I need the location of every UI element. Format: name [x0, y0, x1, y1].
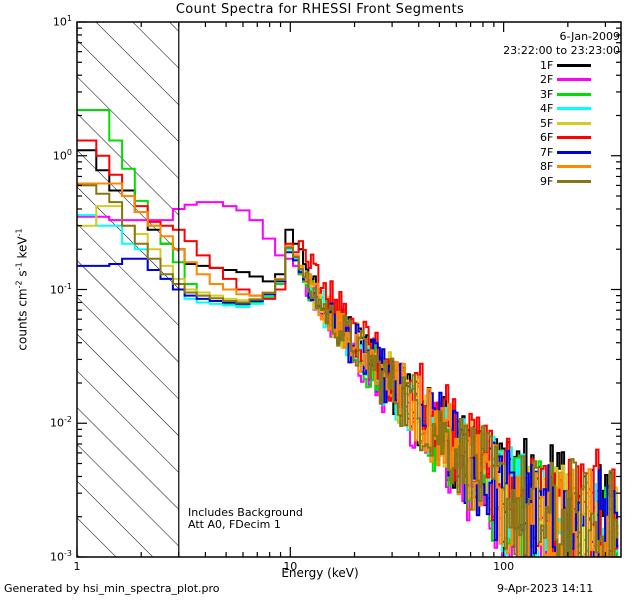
y-tick-label: 10-2: [50, 415, 72, 430]
legend-label: 1F: [540, 58, 554, 72]
footer-timestamp: 9-Apr-2023 14:11: [497, 582, 594, 595]
legend-item-4f[interactable]: 4F: [540, 102, 592, 117]
excluded-energy-hatch: [77, 22, 179, 557]
legend-time-range: 23:22:00 to 23:23:00: [503, 44, 620, 57]
y-tick-label: 10-3: [50, 549, 72, 564]
legend-item-8f[interactable]: 8F: [540, 160, 592, 175]
y-tick-label: 101: [52, 14, 72, 29]
legend-label: 5F: [540, 116, 554, 130]
legend-label: 9F: [540, 174, 554, 188]
x-tick-label: 1: [73, 560, 81, 573]
legend-label: 3F: [540, 87, 554, 101]
legend-date: 6-Jan-2009: [559, 30, 621, 43]
legend-label: 2F: [540, 73, 554, 87]
spectra-lines: [77, 109, 619, 557]
legend-label: 4F: [540, 102, 554, 116]
legend-label: 8F: [540, 160, 554, 174]
legend-color-swatch: [557, 165, 592, 169]
chart-title: Count Spectra for RHESSI Front Segments: [175, 2, 465, 17]
legend-item-3f[interactable]: 3F: [540, 87, 592, 102]
legend-color-swatch: [557, 136, 592, 140]
annotation-attenuator: Att A0, FDecim 1: [188, 518, 281, 531]
y-tick-label: 10-1: [50, 281, 72, 297]
legend-item-7f[interactable]: 7F: [540, 145, 592, 160]
legend-color-swatch: [557, 121, 592, 125]
legend-color-swatch: [557, 179, 592, 183]
legend-label: 7F: [540, 145, 554, 159]
legend-item-2f[interactable]: 2F: [540, 73, 592, 88]
axis-frame: [76, 21, 622, 558]
legend-color-swatch: [557, 63, 592, 67]
legend-item-1f[interactable]: 1F: [540, 58, 592, 73]
legend-color-swatch: [557, 107, 592, 111]
legend-item-5f[interactable]: 5F: [540, 116, 592, 131]
legend-color-swatch: [557, 150, 592, 154]
legend-item-9f[interactable]: 9F: [540, 174, 592, 189]
legend-color-swatch: [557, 92, 592, 96]
annotation-background: Includes Background: [188, 506, 303, 519]
x-axis-label: Energy (keV): [281, 566, 359, 580]
y-tick-label: 100: [52, 147, 72, 163]
footer-generator: Generated by hsi_min_spectra_plot.pro: [4, 582, 220, 595]
legend-color-swatch: [557, 78, 592, 82]
x-tick-label: 10: [283, 560, 298, 573]
legend: 1F 2F 3F 4F 5F 6F 7F 8F 9F: [540, 58, 592, 189]
x-tick-label: 100: [493, 560, 515, 573]
legend-label: 6F: [540, 131, 554, 145]
legend-item-6f[interactable]: 6F: [540, 131, 592, 146]
spectrum-line-9f: [77, 184, 619, 557]
